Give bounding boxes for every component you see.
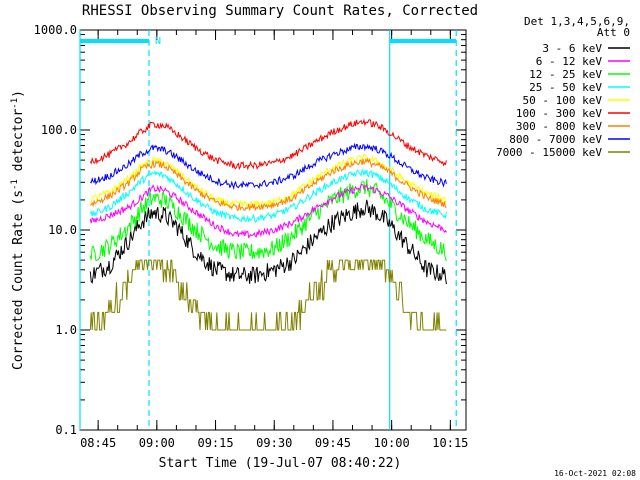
time-markers: N [79,30,457,430]
y-tick-label: 1000.0 [34,23,77,37]
legend-label: 100 - 300 keV [516,107,602,120]
x-tick-label: 09:00 [139,436,175,450]
x-tick-label: 10:15 [432,436,468,450]
legend-label: 7000 - 15000 keV [496,146,602,159]
x-axis-label: Start Time (19-Jul-07 08:40:22) [159,456,402,471]
x-tick-label: 08:45 [80,436,116,450]
x-axis: 08:45 09:00 09:15 09:30 09:45 10:00 10:15 [80,30,468,450]
night-label: N [155,36,161,47]
series-line-25-50-kev [89,168,447,223]
y-axis: 0.1 1.0 10.0 100.0 1000.0 [34,23,466,437]
legend-header: Att 0 [597,26,630,39]
legend-header: Det 1,3,4,5,6,9, [524,15,630,28]
x-tick-label: 09:30 [256,436,292,450]
series-line-100-300-kev [89,118,447,171]
legend-label: 12 - 25 keV [529,68,602,81]
legend-label: 6 - 12 keV [536,55,603,68]
x-tick-label: 10:00 [374,436,410,450]
series-line-3-6-kev [89,199,447,285]
series-line-50-100-kev [90,154,447,208]
legend-label: 300 - 800 keV [516,120,602,133]
series-line-800-7000-kev [89,142,447,191]
y-tick-label: 10.0 [48,223,77,237]
y-tick-label: 0.1 [55,423,77,437]
legend-label: 50 - 100 keV [523,94,603,107]
x-tick-label: 09:15 [197,436,233,450]
legend-label: 25 - 50 keV [529,81,602,94]
timestamp-label: 16-Oct-2021 02:08 [554,469,636,478]
legend-label: 3 - 6 keV [542,42,602,55]
series-line-300-800-kev [89,157,447,212]
chart-title: RHESSI Observing Summary Count Rates, Co… [82,3,478,19]
plot-frame [79,29,467,431]
legend-label: 800 - 7000 keV [509,133,602,146]
x-tick-label: 09:45 [315,436,351,450]
series-line-6-12-kev [89,184,447,239]
y-tick-label: 1.0 [55,323,77,337]
y-tick-label: 100.0 [41,123,77,137]
series-line-7000-15000-kev [89,259,447,331]
series-line-12-25-kev [89,179,447,262]
y-axis-label: Corrected Count Rate (s-1 detector-1) [10,90,26,370]
series-layer [89,118,447,331]
